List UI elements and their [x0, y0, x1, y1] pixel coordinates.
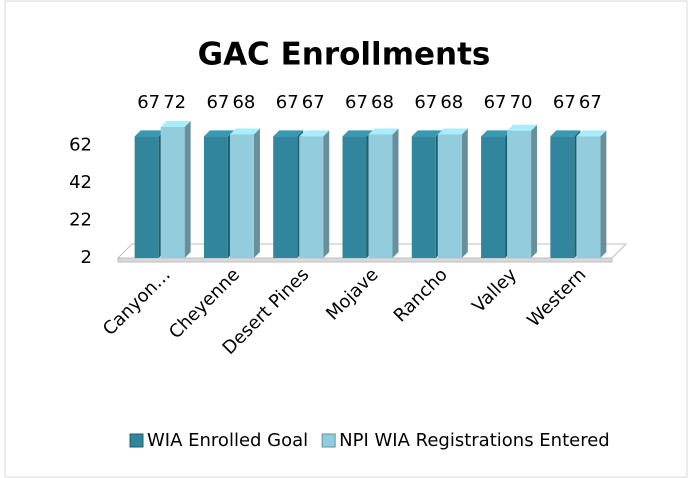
bar: [160, 127, 185, 258]
bar-top: [299, 130, 330, 137]
bar: [342, 136, 367, 258]
data-label: 67: [276, 92, 299, 113]
bar-top: [273, 130, 304, 137]
bar: [134, 136, 159, 258]
bar-side: [600, 130, 607, 258]
y-tick-label: 2: [81, 247, 92, 268]
bar: [550, 136, 575, 258]
data-label: 68: [232, 92, 255, 113]
bar-top: [229, 128, 260, 135]
bar-top: [507, 124, 538, 131]
bar: [299, 136, 324, 258]
bar: [229, 134, 254, 258]
bar-top: [437, 128, 468, 135]
bar-top: [411, 130, 442, 137]
bar-side: [531, 124, 538, 258]
bar-top: [550, 130, 581, 137]
data-label: 67: [579, 92, 602, 113]
data-label: 67: [302, 92, 325, 113]
bar-top: [203, 130, 234, 137]
bar-side: [392, 128, 399, 258]
legend-swatch: [321, 433, 336, 448]
data-label: 67: [345, 92, 368, 113]
data-label: 67: [206, 92, 229, 113]
data-label: 72: [163, 92, 186, 113]
data-label: 68: [371, 92, 394, 113]
bar-top: [160, 121, 191, 127]
bar: [273, 136, 298, 258]
y-tick-label: 62: [69, 135, 92, 156]
y-tick-label: 22: [69, 210, 92, 231]
bar: [203, 136, 228, 258]
legend-swatch: [129, 433, 144, 448]
bar: [507, 130, 532, 258]
legend-label: NPI WIA Registrations Entered: [339, 430, 610, 451]
bar-top: [576, 130, 607, 137]
legend-label: WIA Enrolled Goal: [147, 430, 308, 451]
data-label: 67: [137, 92, 160, 113]
y-tick-label: 42: [69, 172, 92, 193]
bar: [437, 134, 462, 258]
bar: [576, 136, 601, 258]
bar-top: [134, 130, 165, 137]
bar: [368, 134, 393, 258]
floor-edge: [117, 257, 613, 263]
data-label: 68: [440, 92, 463, 113]
data-label: 67: [484, 92, 507, 113]
bar-side: [461, 128, 468, 258]
bar-top: [481, 130, 512, 137]
chart-title: GAC Enrollments: [198, 37, 491, 73]
data-label: 67: [414, 92, 437, 113]
bar: [411, 136, 436, 258]
bar-side: [184, 121, 191, 258]
bar-top: [368, 128, 399, 135]
bar-side: [253, 128, 260, 258]
data-label: 67: [553, 92, 576, 113]
bar-top: [342, 130, 373, 137]
data-label: 70: [510, 92, 533, 113]
bar-side: [323, 130, 330, 258]
bar: [481, 136, 506, 258]
